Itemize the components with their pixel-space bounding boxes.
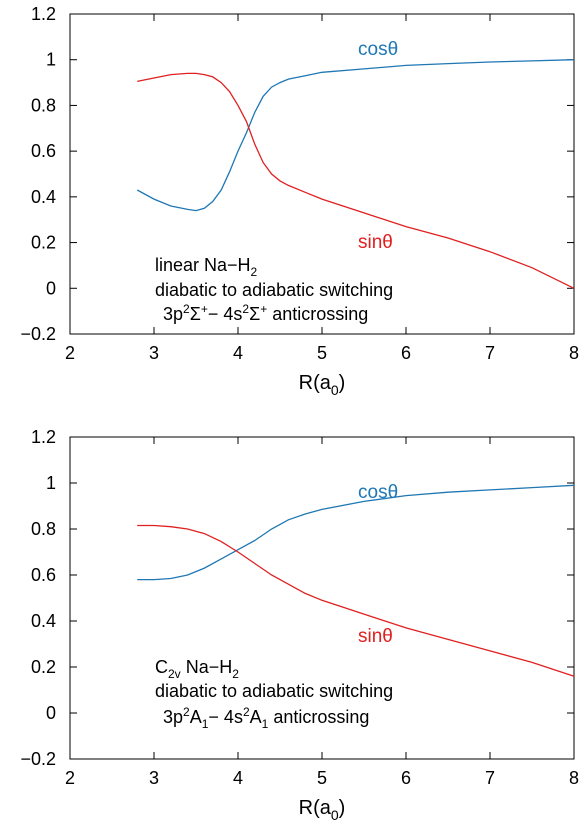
annotation-line-2: diabatic to adiabatic switching	[155, 280, 393, 300]
annotation-run: 3p	[163, 304, 183, 324]
y-tick-label: 0.6	[31, 565, 56, 585]
annotation-run: 2v	[168, 667, 181, 681]
annotation-run: anticrossing	[267, 304, 368, 324]
annotation-line-2: diabatic to adiabatic switching	[155, 681, 393, 701]
y-tick-label: 0.6	[31, 141, 56, 161]
x-tick-label: 4	[233, 768, 243, 788]
annotation-run: linear Na−H	[155, 255, 251, 275]
y-tick-label: 0.8	[31, 519, 56, 539]
x-axis-label-sub: 0	[331, 382, 339, 398]
series-label-cos: cosθ	[358, 39, 398, 60]
x-tick-label: 4	[233, 343, 243, 363]
annotation-run: C	[155, 657, 168, 677]
y-tick-label: −0.2	[20, 324, 56, 344]
annotation-run: 1	[262, 717, 269, 731]
annotation-run: 2	[251, 265, 258, 279]
annotation-run: 2	[183, 705, 190, 719]
x-tick-label: 2	[65, 343, 75, 363]
y-tick-label: 1	[46, 50, 56, 70]
annotation-run: Σ	[249, 304, 260, 324]
annotation-run: +	[260, 302, 267, 316]
series-line-sin	[137, 72, 575, 289]
y-tick-label: 0.2	[31, 657, 56, 677]
y-tick-label: 1.2	[31, 427, 56, 447]
y-tick-label: 1	[46, 473, 56, 493]
x-tick-label: 6	[401, 343, 411, 363]
x-tick-label: 3	[149, 768, 159, 788]
annotation-run: Σ	[190, 304, 201, 324]
series-line-cos	[136, 59, 575, 212]
x-axis-label-main: R(a	[299, 797, 332, 819]
series-line-sin	[137, 524, 575, 677]
y-tick-label: 0.8	[31, 95, 56, 115]
y-tick-label: 0	[46, 278, 56, 298]
annotation-run: A	[190, 707, 202, 727]
annotation-run: 2	[243, 705, 250, 719]
y-tick-label: 0.4	[31, 187, 56, 207]
x-tick-label: 6	[401, 768, 411, 788]
annotation-run: Na−H	[181, 657, 233, 677]
annotation-run: − 4s	[208, 707, 243, 727]
y-tick-label: 1.2	[31, 4, 56, 24]
x-axis-label: R(a0)	[299, 797, 346, 823]
x-tick-label: 3	[149, 343, 159, 363]
x-tick-label: 7	[485, 343, 495, 363]
series-line-cos	[137, 484, 575, 581]
annotation-run: 3p	[163, 707, 183, 727]
x-tick-label: 8	[569, 768, 579, 788]
x-tick-label: 8	[569, 343, 579, 363]
annotation-run: 2	[242, 302, 249, 316]
annotation-line-1: C2v Na−H2	[155, 657, 239, 681]
x-axis-label-close: )	[339, 372, 346, 394]
y-tick-label: 0.2	[31, 233, 56, 253]
annotation-line-3: 3p2Σ+− 4s2Σ+ anticrossing	[163, 302, 368, 324]
x-axis-label-sub: 0	[331, 807, 339, 823]
chart-panel-1: 2 3 4 5 6 7 8−0.200.20.40.60.811.2R(a0)cosθsin…	[20, 4, 579, 398]
series-label-sin: sinθ	[358, 232, 393, 253]
annotation-run: +	[201, 302, 208, 316]
annotation-run: anticrossing	[268, 707, 369, 727]
y-tick-label: 0	[46, 703, 56, 723]
annotation-line-1: linear Na−H2	[155, 255, 258, 279]
annotation-run: 2	[183, 302, 190, 316]
annotation-line-3: 3p2A1− 4s2A1 anticrossing	[163, 705, 369, 731]
x-axis-label-close: )	[339, 797, 346, 819]
y-tick-label: 0.4	[31, 611, 56, 631]
annotation-run: A	[250, 707, 262, 727]
series-label-sin: sinθ	[358, 626, 393, 647]
x-tick-label: 5	[317, 343, 327, 363]
series-label-cos: cosθ	[358, 482, 398, 503]
annotation-run: − 4s	[208, 304, 243, 324]
chart-panel-2: 2 3 4 5 6 7 8−0.200.20.40.60.811.2R(a0)cosθsin…	[20, 427, 579, 823]
x-tick-label: 7	[485, 768, 495, 788]
x-axis-label: R(a0)	[299, 372, 346, 398]
annotation-run: 2	[232, 667, 239, 681]
x-axis-label-main: R(a	[299, 372, 332, 394]
x-tick-label: 2	[65, 768, 75, 788]
x-tick-label: 5	[317, 768, 327, 788]
y-tick-label: −0.2	[20, 749, 56, 769]
annotation-run: 1	[202, 717, 209, 731]
